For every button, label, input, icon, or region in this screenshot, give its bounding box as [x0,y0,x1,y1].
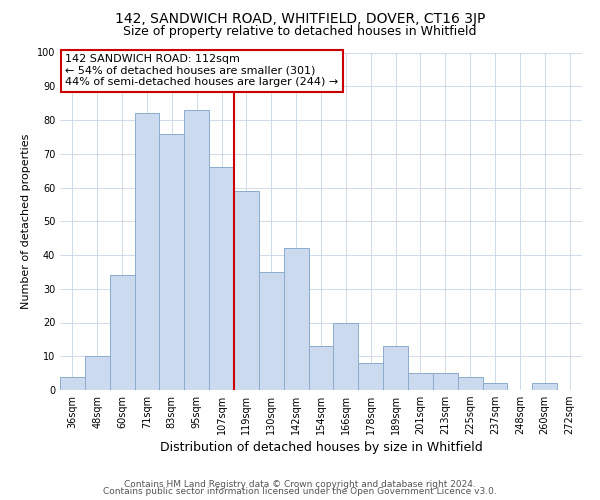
Bar [532,383,557,390]
Bar [433,373,458,390]
Bar [408,373,433,390]
Bar [284,248,308,390]
Bar [334,322,358,390]
Bar [358,363,383,390]
Text: Contains HM Land Registry data © Crown copyright and database right 2024.: Contains HM Land Registry data © Crown c… [124,480,476,489]
Text: 142, SANDWICH ROAD, WHITFIELD, DOVER, CT16 3JP: 142, SANDWICH ROAD, WHITFIELD, DOVER, CT… [115,12,485,26]
Bar [134,114,160,390]
Bar [259,272,284,390]
Bar [60,376,85,390]
Bar [383,346,408,390]
Text: Size of property relative to detached houses in Whitfield: Size of property relative to detached ho… [123,25,477,38]
Text: 142 SANDWICH ROAD: 112sqm
← 54% of detached houses are smaller (301)
44% of semi: 142 SANDWICH ROAD: 112sqm ← 54% of detac… [65,54,338,88]
Bar [184,110,209,390]
Text: Contains public sector information licensed under the Open Government Licence v3: Contains public sector information licen… [103,487,497,496]
Bar [160,134,184,390]
Bar [85,356,110,390]
Bar [482,383,508,390]
Bar [308,346,334,390]
Y-axis label: Number of detached properties: Number of detached properties [21,134,31,309]
Bar [458,376,482,390]
Bar [234,191,259,390]
Bar [209,167,234,390]
X-axis label: Distribution of detached houses by size in Whitfield: Distribution of detached houses by size … [160,442,482,454]
Bar [110,275,134,390]
